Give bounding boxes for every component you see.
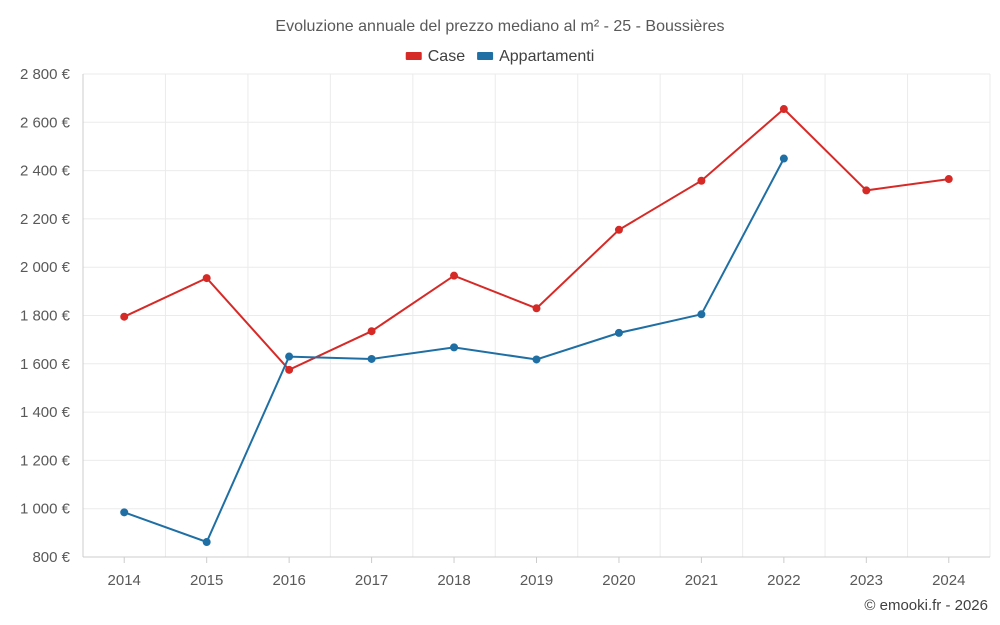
y-tick-label: 2 800 € bbox=[20, 66, 71, 83]
x-tick-label: 2016 bbox=[272, 572, 305, 589]
data-point-appartamenti[interactable] bbox=[202, 538, 211, 547]
legend-item-case[interactable]: Case bbox=[405, 48, 465, 65]
data-point-case[interactable] bbox=[862, 186, 871, 195]
data-point-case[interactable] bbox=[202, 274, 211, 283]
data-point-appartamenti[interactable] bbox=[120, 508, 129, 517]
y-tick-label: 2 600 € bbox=[20, 114, 71, 131]
x-tick-label: 2019 bbox=[520, 572, 553, 589]
data-point-appartamenti[interactable] bbox=[614, 328, 623, 337]
x-tick-label: 2024 bbox=[932, 572, 965, 589]
y-tick-label: 800 € bbox=[32, 549, 70, 566]
y-tick-label: 1 600 € bbox=[20, 356, 71, 373]
data-point-appartamenti[interactable] bbox=[285, 352, 294, 361]
data-point-case[interactable] bbox=[120, 312, 129, 321]
data-point-case[interactable] bbox=[285, 365, 294, 374]
legend-swatch bbox=[477, 52, 494, 60]
data-point-case[interactable] bbox=[944, 175, 953, 184]
data-point-case[interactable] bbox=[697, 176, 706, 185]
series-case bbox=[120, 105, 953, 374]
data-point-case[interactable] bbox=[367, 327, 376, 336]
chart-title: Evoluzione annuale del prezzo mediano al… bbox=[275, 18, 724, 35]
series-group bbox=[120, 105, 953, 547]
y-tick-label: 1 800 € bbox=[20, 308, 71, 325]
legend-label: Case bbox=[428, 48, 465, 65]
series-appartamenti bbox=[120, 154, 788, 547]
data-point-case[interactable] bbox=[532, 304, 541, 313]
legend: Case Appartamenti bbox=[405, 48, 594, 65]
y-tick-label: 2 400 € bbox=[20, 163, 71, 180]
legend-swatch bbox=[405, 52, 422, 60]
x-tick-label: 2021 bbox=[685, 572, 718, 589]
data-point-case[interactable] bbox=[614, 225, 623, 234]
y-tick-label: 1 400 € bbox=[20, 404, 71, 421]
data-point-appartamenti[interactable] bbox=[367, 354, 376, 363]
x-tick-label: 2022 bbox=[767, 572, 800, 589]
data-point-appartamenti[interactable] bbox=[532, 355, 541, 364]
y-tick-label: 1 000 € bbox=[20, 501, 71, 518]
credit-text: © emooki.fr - 2026 bbox=[864, 597, 988, 614]
data-point-case[interactable] bbox=[450, 271, 459, 280]
x-tick-label: 2015 bbox=[190, 572, 223, 589]
x-tick-label: 2017 bbox=[355, 572, 388, 589]
y-tick-label: 1 200 € bbox=[20, 452, 71, 469]
y-axis: 800 € 1 000 € 1 200 € 1 400 € 1 600 € 1 800 €… bbox=[20, 66, 84, 566]
data-point-appartamenti[interactable] bbox=[450, 343, 459, 352]
x-axis: 2014 2015 2016 2017 2018 2019 2020 2021 2022 2023… bbox=[83, 556, 990, 589]
x-tick-label: 2014 bbox=[108, 572, 141, 589]
x-tick-label: 2018 bbox=[437, 572, 470, 589]
legend-label: Appartamenti bbox=[499, 48, 594, 65]
x-tick-label: 2023 bbox=[850, 572, 883, 589]
x-tick-label: 2020 bbox=[602, 572, 635, 589]
grid bbox=[82, 73, 991, 558]
data-point-appartamenti[interactable] bbox=[779, 154, 788, 163]
data-point-appartamenti[interactable] bbox=[697, 310, 706, 319]
legend-item-appartamenti[interactable]: Appartamenti bbox=[477, 48, 594, 65]
data-point-case[interactable] bbox=[779, 105, 788, 114]
y-tick-label: 2 200 € bbox=[20, 211, 71, 228]
y-tick-label: 2 000 € bbox=[20, 259, 71, 276]
